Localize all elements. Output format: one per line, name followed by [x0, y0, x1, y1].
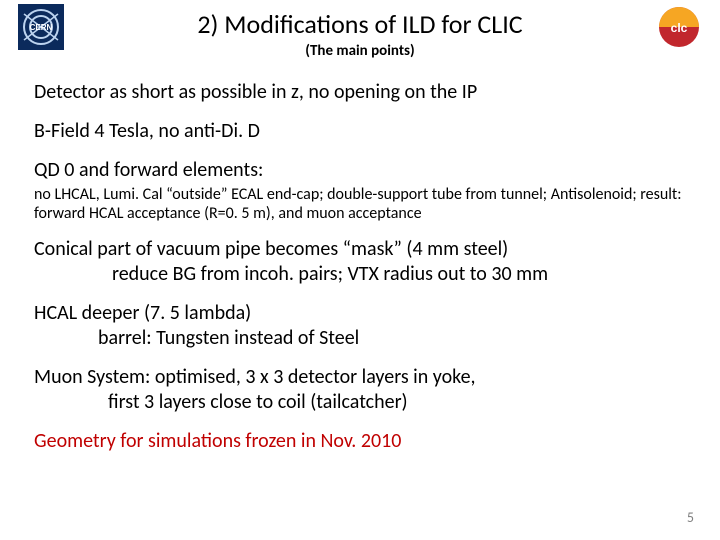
- point-frozen: Geometry for simulations frozen in Nov. …: [34, 429, 686, 454]
- point-muon-line2: first 3 layers close to coil (tailcatche…: [34, 390, 686, 415]
- slide-subtitle: (The main points): [0, 42, 720, 60]
- point-hcal: HCAL deeper (7. 5 lambda) barrel: Tungst…: [34, 301, 686, 351]
- point-qd0-detail: no LHCAL, Lumi. Cal “outside” ECAL end-c…: [34, 185, 686, 223]
- point-hcal-line1: HCAL deeper (7. 5 lambda): [34, 301, 251, 325]
- point-conical-line2: reduce BG from incoh. pairs; VTX radius …: [34, 262, 686, 287]
- point-conical-line1: Conical part of vacuum pipe becomes “mas…: [34, 237, 508, 261]
- point-qd0: QD 0 and forward elements:: [34, 158, 686, 183]
- slide-title: 2) Modifications of ILD for CLIC: [0, 8, 720, 40]
- slide: CERN clc 2) Modifications of ILD for CLI…: [0, 0, 720, 540]
- point-muon-line1: Muon System: optimised, 3 x 3 detector l…: [34, 365, 476, 389]
- point-hcal-line2: barrel: Tungsten instead of Steel: [34, 326, 686, 351]
- point-conical: Conical part of vacuum pipe becomes “mas…: [34, 237, 686, 287]
- point-detector-z: Detector as short as possible in z, no o…: [34, 80, 686, 105]
- point-bfield: B-Field 4 Tesla, no anti-Di. D: [34, 119, 686, 144]
- point-muon: Muon System: optimised, 3 x 3 detector l…: [34, 365, 686, 415]
- page-number: 5: [687, 509, 694, 526]
- slide-body: Detector as short as possible in z, no o…: [34, 80, 686, 468]
